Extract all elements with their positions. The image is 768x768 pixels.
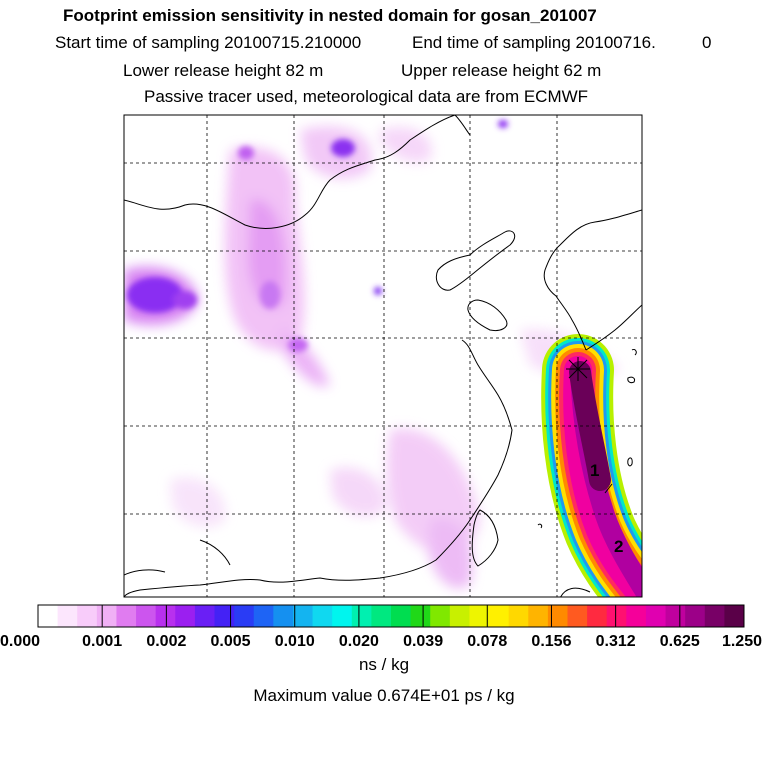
colorbar-swatch: [547, 605, 568, 627]
colorbar-swatch: [38, 605, 59, 627]
colorbar-swatch: [528, 605, 549, 627]
colorbar-swatch: [273, 605, 294, 627]
colorbar-tick-labels: 0.000 0.001 0.002 0.005 0.010 0.020 0.039 0.078…: [0, 633, 762, 650]
colorbar-swatch: [449, 605, 470, 627]
colorbar-swatch: [155, 605, 176, 627]
colorbar-swatch: [234, 605, 255, 627]
colorbar-swatch: [645, 605, 667, 627]
colorbar-swatch: [194, 605, 215, 627]
upper-release-height: Upper release height 62 m: [401, 61, 602, 80]
colorbar-swatch: [371, 605, 392, 627]
colorbar-tick-label: 0.010: [275, 633, 315, 650]
colorbar-swatch: [508, 605, 529, 627]
colorbar-tick-label: 0.312: [596, 633, 636, 650]
colorbar-tick-label: 0.039: [403, 633, 443, 650]
colorbar-swatch: [214, 605, 235, 627]
lower-release-height: Lower release height 82 m: [123, 61, 324, 80]
colorbar-swatch: [724, 605, 745, 627]
emission-plume: [541, 334, 642, 597]
map-frame: [123, 114, 643, 598]
colorbar-swatch: [391, 605, 412, 627]
tracer-info: Passive tracer used, meteorological data…: [144, 87, 589, 106]
map-area: 1 2: [124, 115, 642, 597]
colorbar-swatch: [136, 605, 157, 627]
colorbar-swatch: [469, 605, 490, 627]
colorbar-swatch: [77, 605, 98, 627]
colorbar-swatch: [410, 605, 431, 627]
colorbar-swatch: [332, 605, 353, 627]
colorbar-tick-label: 0.001: [82, 633, 122, 650]
colorbar-swatch: [606, 605, 627, 627]
map-title: Footprint emission sensitivity in nested…: [63, 6, 597, 25]
colorbar-swatch: [253, 605, 274, 627]
colorbar-swatch: [312, 605, 333, 627]
colorbar-tick-label: 0.625: [660, 633, 700, 650]
grid-lines: [124, 115, 642, 597]
colorbar-tick-label: 1.250: [722, 633, 762, 650]
colorbar-tick-label: 0.005: [211, 633, 251, 650]
colorbar-swatch: [665, 605, 686, 627]
end-time-label: End time of sampling 20100716.: [412, 33, 656, 52]
colorbar-tick-label: 0.078: [467, 633, 507, 650]
colorbar-swatch: [567, 605, 588, 627]
colorbar-tick-label: 0.002: [146, 633, 186, 650]
sensitivity-hotspots: [127, 120, 508, 352]
colorbar-swatch: [430, 605, 451, 627]
colorbar-swatch: [351, 605, 372, 627]
plume-marker-2: 2: [614, 537, 623, 556]
coastlines: [124, 115, 642, 597]
colorbar-swatch: [292, 605, 314, 627]
colorbar-tick-label: 0.000: [0, 633, 40, 650]
colorbar-units: ns / kg: [358, 655, 410, 674]
colorbar-swatch: [57, 605, 78, 627]
colorbar-swatch: [116, 605, 137, 627]
start-time-label: Start time of sampling 20100715.210000: [55, 33, 362, 52]
colorbar-swatch: [626, 605, 647, 627]
colorbar-tick-label: 0.020: [339, 633, 379, 650]
plume-marker-1: 1: [590, 461, 599, 480]
receptor-star-icon: [566, 357, 590, 381]
colorbar-swatch: [96, 605, 117, 627]
end-time-suffix: 0: [702, 33, 712, 52]
colorbar: [37, 604, 745, 628]
colorbar-tick-label: 0.156: [531, 633, 571, 650]
colorbar-swatch: [587, 605, 608, 627]
colorbar-swatch: [175, 605, 196, 627]
trajectory-pointer: [604, 483, 613, 494]
colorbar-swatch: [704, 605, 725, 627]
colorbar-swatch: [685, 605, 706, 627]
colorbar-swatch: [489, 605, 510, 627]
maximum-value-label: Maximum value 0.674E+01 ps / kg: [253, 686, 515, 705]
